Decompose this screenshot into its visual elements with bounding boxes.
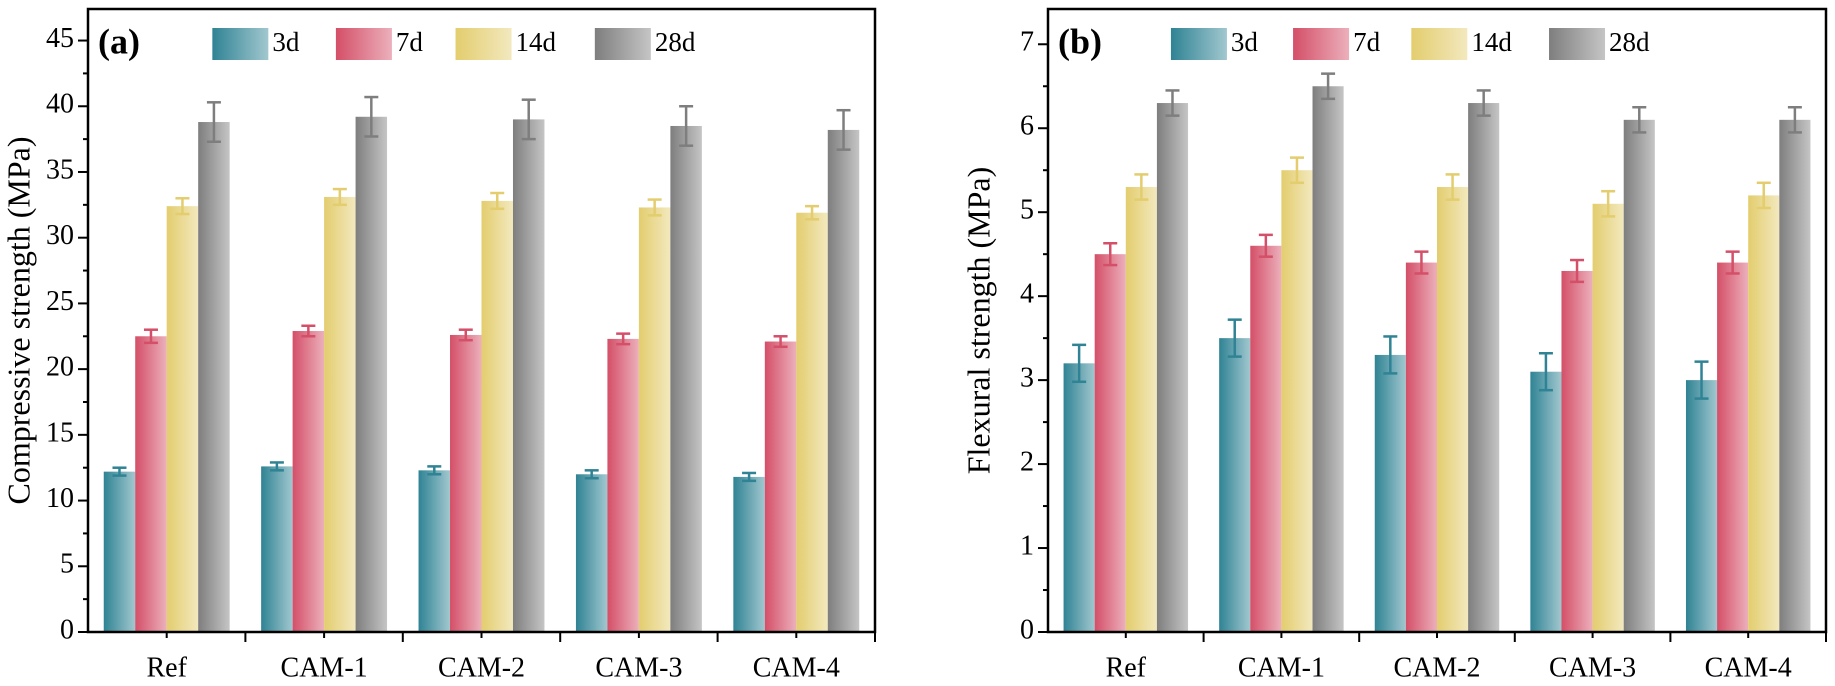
legend-swatch [594, 28, 651, 60]
bar [1561, 270, 1593, 632]
y-tick-label: 0 [60, 614, 74, 645]
bar [1405, 262, 1437, 632]
y-tick-label: 40 [46, 89, 74, 120]
bar [1717, 262, 1749, 632]
x-tick-label: CAM-4 [1705, 652, 1792, 683]
legend-swatch [1549, 28, 1606, 60]
bar [1530, 371, 1562, 632]
x-tick-label: Ref [1106, 652, 1147, 683]
y-tick-label: 6 [1020, 111, 1034, 142]
legend-label: 28d [655, 27, 696, 57]
legend-label: 3d [272, 27, 300, 57]
y-tick-label: 10 [46, 483, 74, 514]
legend-label: 7d [1353, 27, 1381, 57]
legend-swatch [335, 28, 392, 60]
bar [733, 476, 765, 632]
x-tick-label: CAM-1 [1238, 652, 1325, 683]
bar [1094, 254, 1126, 633]
legend-swatch [1170, 28, 1227, 60]
y-tick-label: 3 [1020, 363, 1034, 394]
legend-label: 3d [1231, 27, 1259, 57]
legend-label: 14d [1471, 27, 1512, 57]
bar [827, 129, 860, 632]
bar [1592, 203, 1624, 632]
bar [292, 331, 325, 632]
bar [166, 206, 199, 632]
bar [261, 466, 293, 632]
panel-label: (a) [98, 21, 140, 61]
bar [103, 471, 136, 632]
bar [1779, 119, 1811, 632]
x-tick-label: CAM-2 [438, 652, 525, 683]
bar [575, 474, 608, 632]
y-tick-label: 2 [1020, 446, 1034, 477]
bar [450, 334, 482, 632]
bar [1312, 86, 1344, 632]
bar [1250, 245, 1282, 632]
bar [135, 336, 167, 632]
y-tick-label: 30 [46, 220, 74, 251]
bar [796, 212, 828, 632]
bar [1374, 354, 1406, 632]
x-tick-label: CAM-1 [281, 652, 368, 683]
y-tick-label: 1 [1020, 530, 1034, 561]
bar [1219, 338, 1251, 632]
y-tick-label: 20 [46, 352, 74, 383]
bar [670, 125, 702, 632]
y-tick-label: 45 [46, 23, 74, 54]
legend-label: 14d [516, 27, 557, 57]
y-tick-label: 4 [1020, 279, 1034, 310]
bar [607, 338, 639, 632]
legend-swatch [1411, 28, 1468, 60]
x-tick-label: CAM-2 [1393, 652, 1480, 683]
legend-swatch [212, 28, 269, 60]
bar [355, 116, 388, 633]
x-tick-label: Ref [146, 652, 187, 683]
bar [481, 200, 513, 632]
legend-label: 28d [1609, 27, 1650, 57]
bar [418, 470, 451, 632]
y-tick-label: 35 [46, 154, 74, 185]
legend-label: 7d [396, 27, 424, 57]
bar [324, 196, 356, 632]
bar [1125, 187, 1157, 632]
plot-frame [86, 7, 877, 634]
y-axis-label: Flexural strength (MPa) [960, 167, 996, 475]
bar [512, 119, 545, 633]
bar [1748, 195, 1780, 632]
y-tick-label: 25 [46, 286, 74, 317]
y-tick-label: 0 [1020, 614, 1034, 645]
legend-swatch [455, 28, 512, 60]
panel-label: (b) [1058, 21, 1102, 61]
bar [1685, 380, 1718, 632]
legend-swatch [1293, 28, 1350, 60]
y-axis-label: Compressive strength (MPa) [0, 137, 36, 505]
x-tick-label: CAM-3 [595, 652, 682, 683]
bar [1156, 103, 1189, 633]
y-tick-label: 5 [1020, 195, 1034, 226]
bar [764, 341, 797, 632]
bar [1281, 170, 1313, 632]
y-tick-label: 5 [60, 549, 74, 580]
bar [198, 122, 230, 632]
y-tick-label: 15 [46, 417, 74, 448]
y-tick-label: 7 [1020, 27, 1034, 58]
plot-frame [1046, 7, 1828, 634]
x-tick-label: CAM-3 [1549, 652, 1636, 683]
bar [1063, 363, 1095, 632]
bar [1468, 103, 1500, 633]
x-tick-label: CAM-4 [753, 652, 840, 683]
bar [1623, 119, 1655, 632]
bar [638, 207, 671, 632]
bar [1437, 187, 1469, 632]
